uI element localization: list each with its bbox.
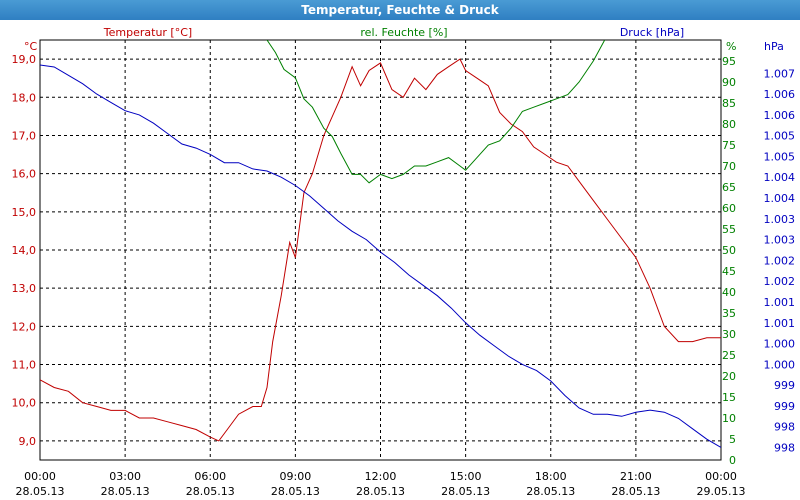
humidity-tick-label: 90: [722, 76, 736, 89]
temperature-tick-label: 13,0: [12, 282, 37, 295]
humidity-tick-label: 10: [722, 412, 736, 425]
pressure-tick-label: 1.003: [764, 234, 796, 247]
x-tick-time: 03:00: [109, 470, 141, 483]
pressure-tick-label: 1.000: [764, 338, 796, 351]
humidity-tick-label: 0: [729, 454, 736, 467]
temperature-tick-label: 15,0: [12, 206, 37, 219]
legend-pressure: Druck [hPa]: [620, 26, 684, 39]
humidity-tick-label: 35: [722, 307, 736, 320]
pressure-axis-unit: hPa: [764, 40, 784, 53]
humidity-tick-label: 70: [722, 160, 736, 173]
legend-humidity: rel. Feuchte [%]: [360, 26, 447, 39]
humidity-tick-label: 45: [722, 265, 736, 278]
x-tick-date: 28.05.13: [356, 485, 405, 498]
x-tick-time: 12:00: [365, 470, 397, 483]
pressure-tick-label: 1.002: [764, 275, 796, 288]
temperature-axis-unit: °C: [24, 40, 38, 53]
x-tick-time: 15:00: [450, 470, 482, 483]
x-tick-time: 18:00: [535, 470, 567, 483]
pressure-tick-label: 1.007: [764, 67, 796, 80]
humidity-tick-label: 80: [722, 118, 736, 131]
pressure-tick-label: 999: [774, 400, 795, 413]
pressure-tick-label: 1.001: [764, 317, 796, 330]
humidity-tick-label: 20: [722, 370, 736, 383]
temperature-tick-label: 10,0: [12, 397, 37, 410]
x-tick-date: 28.05.13: [271, 485, 320, 498]
pressure-tick-label: 1.006: [764, 88, 796, 101]
temperature-tick-label: 12,0: [12, 320, 37, 333]
plot-frame: [39, 39, 722, 461]
pressure-tick-label: 1.001: [764, 296, 796, 309]
humidity-tick-label: 40: [722, 286, 736, 299]
humidity-axis-unit: %: [726, 40, 736, 53]
pressure-tick-label: 999: [774, 379, 795, 392]
humidity-tick-label: 85: [722, 97, 736, 110]
humidity-tick-label: 30: [722, 328, 736, 341]
humidity-tick-label: 55: [722, 223, 736, 236]
temperature-tick-label: 14,0: [12, 244, 37, 257]
axes: 00:00 28.05.13 03:00 28.05.13 06:00 28.05.13 0…: [12, 53, 796, 498]
pressure-tick-label: 1.000: [764, 358, 796, 371]
x-tick-date: 28.05.13: [101, 485, 150, 498]
x-tick-time: 09:00: [280, 470, 312, 483]
temperature-tick-label: 17,0: [12, 129, 37, 142]
humidity-tick-label: 15: [722, 391, 736, 404]
temperature-tick-label: 19,0: [12, 53, 37, 66]
pressure-tick-label: 1.002: [764, 254, 796, 267]
x-tick-date: 28.05.13: [526, 485, 575, 498]
pressure-tick-label: 1.003: [764, 213, 796, 226]
pressure-tick-label: 998: [774, 442, 795, 455]
x-tick-time: 06:00: [194, 470, 226, 483]
temperature-tick-label: 16,0: [12, 168, 37, 181]
x-tick-date: 28.05.13: [611, 485, 660, 498]
x-tick-time: 00:00: [24, 470, 56, 483]
temperature-tick-label: 9,0: [19, 435, 37, 448]
pressure-tick-label: 1.005: [764, 150, 796, 163]
humidity-tick-label: 5: [729, 433, 736, 446]
humidity-tick-label: 25: [722, 349, 736, 362]
chart-title: Temperatur, Feuchte & Druck: [0, 0, 800, 20]
series-layer: [40, 40, 721, 448]
humidity-line: [266, 40, 606, 184]
legend-temperature: Temperatur [°C]: [103, 26, 192, 39]
humidity-tick-label: 95: [722, 55, 736, 68]
pressure-line: [40, 64, 721, 448]
pressure-tick-label: 998: [774, 421, 795, 434]
x-tick-date: 28.05.13: [186, 485, 235, 498]
temperature-tick-label: 11,0: [12, 359, 37, 372]
x-tick-date: 28.05.13: [16, 485, 65, 498]
x-tick-date: 29.05.13: [697, 485, 746, 498]
x-tick-time: 00:00: [705, 470, 737, 483]
x-tick-time: 21:00: [620, 470, 652, 483]
x-tick-date: 28.05.13: [441, 485, 490, 498]
pressure-tick-label: 1.005: [764, 130, 796, 143]
pressure-tick-label: 1.006: [764, 109, 796, 122]
humidity-tick-label: 65: [722, 181, 736, 194]
humidity-tick-label: 60: [722, 202, 736, 215]
temperature-tick-label: 18,0: [12, 91, 37, 104]
temperature-line: [40, 58, 721, 442]
pressure-tick-label: 1.004: [764, 171, 796, 184]
humidity-tick-label: 50: [722, 244, 736, 257]
humidity-tick-label: 75: [722, 139, 736, 152]
pressure-tick-label: 1.004: [764, 192, 796, 205]
grid: [40, 40, 721, 460]
